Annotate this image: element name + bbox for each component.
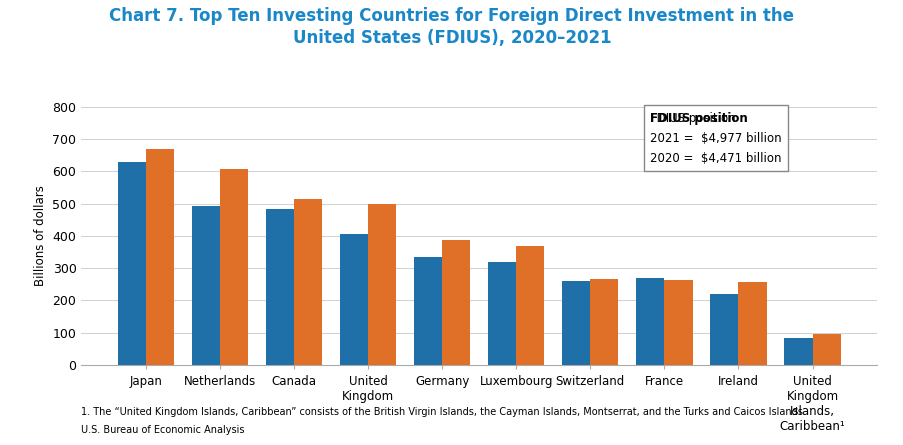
Bar [636,279,664,365]
Bar [812,334,840,365]
Bar [414,258,442,365]
Bar [145,150,173,365]
Text: Chart 7. Top Ten Investing Countries for Foreign Direct Investment in the: Chart 7. Top Ten Investing Countries for… [109,7,794,24]
Bar [442,240,470,365]
Bar [340,234,368,365]
Bar [293,199,321,365]
Text: United States (FDIUS), 2020–2021: United States (FDIUS), 2020–2021 [293,29,610,47]
Text: U.S. Bureau of Economic Analysis: U.S. Bureau of Economic Analysis [81,425,245,435]
Bar [784,339,812,365]
Bar [191,206,219,365]
Y-axis label: Billions of dollars: Billions of dollars [34,186,47,286]
Bar [488,262,516,365]
Bar [265,209,293,365]
Bar [117,162,145,365]
Text: FDIUS position: FDIUS position [649,112,747,125]
Bar [710,294,738,365]
Bar [516,247,544,365]
Text: 1. The “United Kingdom Islands, Caribbean” consists of the British Virgin Island: 1. The “United Kingdom Islands, Caribbea… [81,407,805,417]
Bar [368,203,396,365]
Bar [664,280,692,365]
Bar [738,282,766,365]
Text: FDIUS position
2021 =  $4,977 billion
2020 =  $4,471 billion: FDIUS position 2021 = $4,977 billion 202… [649,112,781,165]
Bar [562,281,590,365]
Bar [219,169,247,365]
Bar [590,279,618,365]
